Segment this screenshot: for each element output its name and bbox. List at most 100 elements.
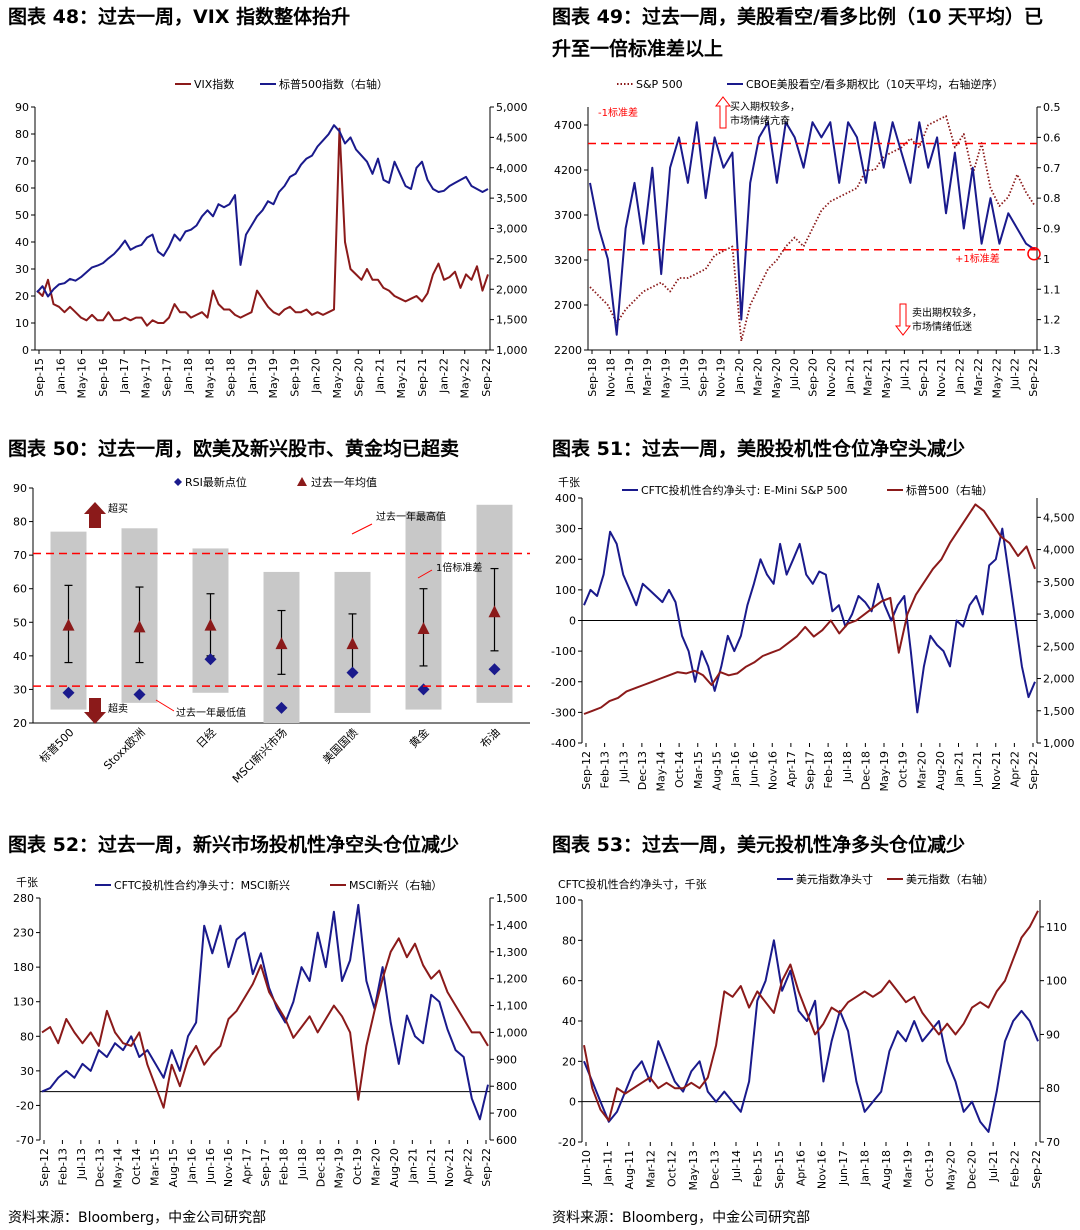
x-tick-label: Apr-22 (1008, 751, 1021, 787)
y-tick-label-left: 280 (13, 892, 34, 905)
x-tick-label: Aug-15 (167, 1148, 180, 1187)
mean-marker (275, 637, 288, 650)
y-tick-label-right: 4,500 (496, 131, 528, 144)
y-tick-label-left: 180 (13, 961, 34, 974)
y-tick-label-left: 400 (555, 492, 576, 505)
x-tick-label: Sep-22 (480, 1148, 493, 1187)
x-tick-label: Jan-19 (246, 358, 259, 394)
x-tick-label: Mar-19 (901, 1150, 914, 1188)
source-note-right: 资料来源：Bloomberg，中金公司研究部 (552, 1210, 811, 1226)
y-tick-label-left: -20 (16, 1099, 34, 1112)
x-tick-label: May-19 (267, 358, 280, 399)
x-tick-label: May-14 (655, 751, 668, 792)
legend-label: CFTC投机性合约净头寸：MSCI新兴 (114, 878, 290, 892)
x-tick-label: Nov-21 (935, 358, 948, 397)
x-tick-label: Jan-21 (406, 1148, 419, 1184)
category-label: 美国国债 (320, 725, 361, 766)
y-tick-label-right: 2,000 (1043, 673, 1075, 686)
y-tick-label-left: 0 (22, 344, 29, 357)
x-tick-label: Sep-21 (917, 358, 930, 397)
x-tick-label: May-19 (660, 358, 673, 399)
x-tick-label: Jun-16 (748, 751, 761, 787)
x-tick-label: Nov-19 (715, 358, 728, 397)
source-note-left: 资料来源：Bloomberg，中金公司研究部 (8, 1210, 267, 1226)
x-tick-label: Jan-16 (729, 751, 742, 787)
x-tick-label: Aug-11 (623, 1150, 636, 1189)
overbought-arrow-icon (84, 502, 106, 528)
y-tick-label-right: 0.8 (1043, 192, 1061, 205)
x-tick-label: Jan-18 (859, 1150, 872, 1186)
x-tick-label: Jan-21 (843, 358, 856, 394)
y-tick-label-left: -100 (551, 645, 576, 658)
legend-label: 美元指数（右轴） (906, 872, 994, 886)
x-tick-label: Nov-21 (443, 1148, 456, 1187)
y-tick-label: 50 (13, 616, 27, 629)
x-tick-label: Jan-16 (54, 358, 67, 394)
x-tick-label: May-19 (333, 1148, 346, 1189)
x-tick-label: Oct-19 (351, 1148, 364, 1185)
y-tick-label-right: 1,000 (496, 1026, 528, 1039)
chart-51-title: 图表 51：过去一周，美股投机性仓位净空头减少 (552, 438, 966, 460)
rsi-marker (133, 688, 146, 701)
series-line-b (583, 910, 1039, 1122)
x-tick-label: Aug-18 (880, 1150, 893, 1189)
x-tick-label: Jul-19 (678, 358, 691, 390)
x-tick-label: Feb-13 (56, 1148, 69, 1185)
x-tick-label: Dec-13 (93, 1148, 106, 1187)
y-tick-label-left: 80 (20, 1030, 34, 1043)
chart-49-title-line1: 图表 49：过去一周，美股看空/看多比例（10 天平均）已 (552, 6, 1044, 28)
unit-label: 千张 (558, 476, 580, 489)
x-tick-label: Jul-13 (617, 751, 630, 783)
chart-49-title-line2: 升至一倍标准差以上 (552, 38, 724, 60)
legend-label: 过去一年均值 (311, 475, 377, 489)
y-tick-label-left: 80 (562, 934, 576, 947)
legend-label: MSCI新兴（右轴） (349, 878, 442, 892)
y-tick-label-left: -20 (558, 1136, 576, 1149)
y-tick-label-left: 20 (562, 1055, 576, 1068)
y-tick-label: 30 (13, 683, 27, 696)
y-tick-label-right: 3,500 (496, 192, 528, 205)
legend-label: RSI最新点位 (185, 475, 247, 489)
y-tick-label-right: 4,000 (496, 162, 528, 175)
y-tick-label-left: 30 (20, 1065, 34, 1078)
y-tick-label-right: 900 (496, 1053, 517, 1066)
y-tick-label-left: 60 (562, 975, 576, 988)
x-tick-label: Sep-18 (586, 358, 599, 397)
legend-label: 标普500指数（右轴） (279, 77, 388, 91)
x-tick-label: Jan-19 (623, 358, 636, 394)
x-tick-label: Jan-22 (437, 358, 450, 394)
y-tick-label-right: 1 (1043, 253, 1050, 266)
x-tick-label: Aug-15 (710, 751, 723, 790)
y-tick-label-right: 3,000 (496, 223, 528, 236)
x-tick-label: Sep-15 (33, 358, 46, 397)
legend-label: CFTC投机性合约净头寸: E-Mini S&P 500 (641, 483, 847, 497)
y-tick-label-right: 1,400 (496, 919, 528, 932)
x-tick-label: Sep-22 (480, 358, 493, 397)
series-line-a (583, 527, 1036, 714)
y-tick-label-right: 90 (1046, 1028, 1060, 1041)
x-tick-label: Oct-19 (923, 1150, 936, 1187)
x-tick-label: May-16 (76, 358, 89, 399)
x-tick-label: Jan-20 (310, 358, 323, 394)
x-tick-label: Jun-16 (204, 1148, 217, 1184)
mean-marker (488, 605, 501, 618)
y-tick-label-left: 40 (15, 236, 29, 249)
x-tick-label: Sep-20 (807, 358, 820, 397)
y-tick-label-left: 3200 (554, 254, 582, 267)
x-tick-label: Jul-18 (296, 1148, 309, 1180)
x-tick-label: Mar-20 (751, 358, 764, 396)
x-tick-label: Dec-13 (709, 1150, 722, 1189)
x-tick-label: May-20 (770, 358, 783, 399)
highlight-circle (1027, 247, 1041, 261)
annotation: -1标准差 (598, 106, 638, 119)
y-tick-label-left: 0 (569, 615, 576, 628)
y-tick-label-right: 80 (1046, 1082, 1060, 1095)
x-tick-label: Sep-19 (696, 358, 709, 397)
x-tick-label: Dec-18 (859, 751, 872, 790)
y-tick-label-right: 4,500 (1043, 511, 1075, 524)
y-tick-label-left: 4200 (554, 164, 582, 177)
x-tick-label: Mar-20 (370, 1148, 383, 1186)
chart-53-title: 图表 53：过去一周，美元投机性净多头仓位减少 (552, 834, 966, 856)
category-label: 日经 (194, 726, 219, 751)
y-tick-label-left: 200 (555, 553, 576, 566)
